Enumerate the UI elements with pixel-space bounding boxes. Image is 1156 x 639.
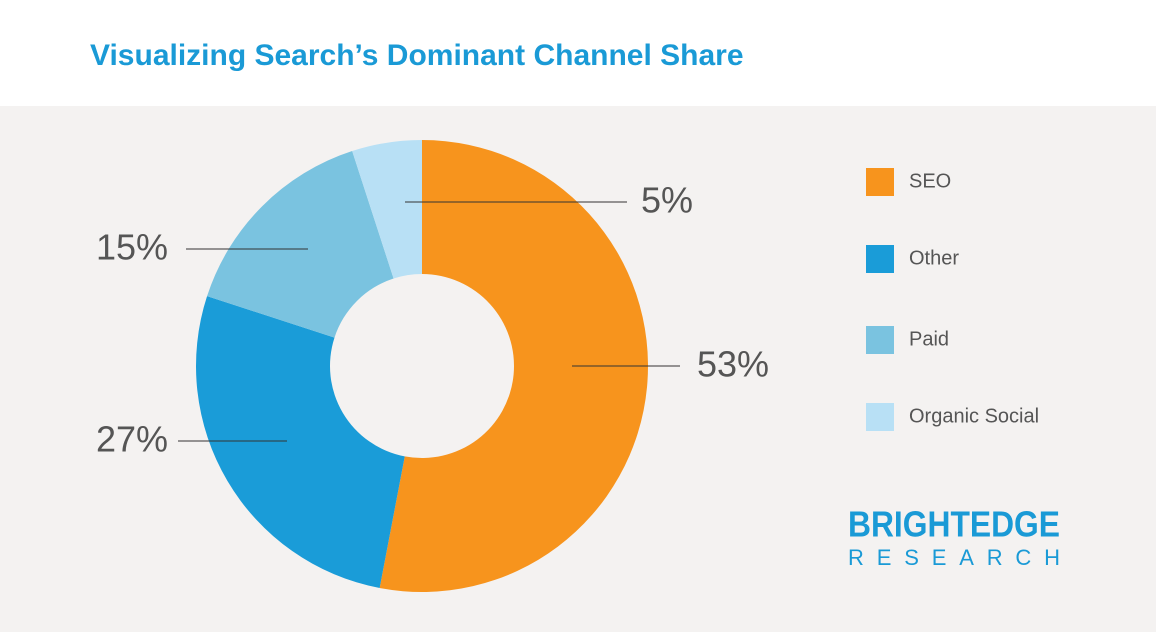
data-label: 27%	[96, 419, 168, 460]
legend-label: SEO	[909, 170, 951, 192]
legend-swatch	[866, 403, 894, 431]
data-label: 53%	[697, 344, 769, 385]
legend-label: Paid	[909, 328, 949, 350]
brand: BRIGHTEDGE	[848, 504, 1060, 545]
slice	[207, 151, 394, 338]
legend-swatch	[866, 326, 894, 354]
chart-title: Visualizing Search’s Dominant Channel Sh…	[90, 39, 744, 72]
slice	[352, 140, 422, 279]
legend-label: Other	[909, 247, 959, 269]
legend-swatch	[866, 245, 894, 273]
data-label: 15%	[96, 227, 168, 268]
legend-swatch	[866, 168, 894, 196]
legend-label: Organic Social	[909, 405, 1039, 427]
slice	[379, 140, 648, 592]
slice	[196, 296, 405, 588]
data-label: 5%	[641, 180, 693, 221]
